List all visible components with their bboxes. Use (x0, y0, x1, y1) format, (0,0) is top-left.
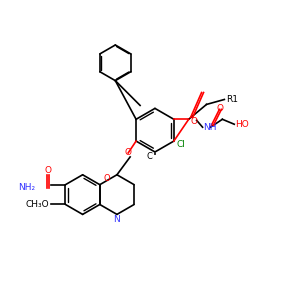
Text: NH: NH (204, 123, 217, 132)
Text: HO: HO (235, 120, 249, 129)
Text: C: C (146, 152, 152, 161)
Text: CH₃O: CH₃O (25, 200, 49, 209)
Text: O: O (125, 148, 132, 158)
Text: O: O (217, 104, 224, 113)
Text: O: O (191, 117, 198, 126)
Text: R1: R1 (226, 95, 238, 104)
Text: Cl: Cl (177, 140, 186, 148)
Text: O: O (104, 174, 110, 183)
Text: N: N (114, 215, 120, 224)
Text: O: O (44, 166, 51, 175)
Text: •: • (153, 152, 157, 158)
Text: NH₂: NH₂ (19, 183, 36, 192)
